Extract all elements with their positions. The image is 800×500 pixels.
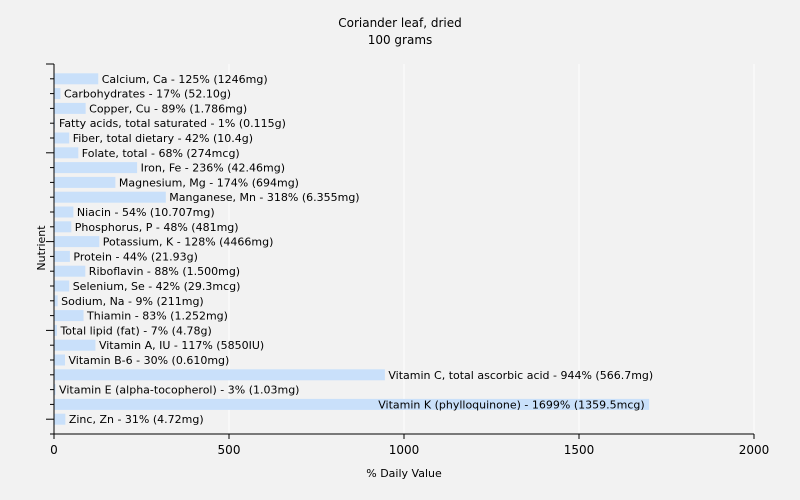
bar xyxy=(54,295,58,307)
bar xyxy=(54,250,70,262)
bar xyxy=(54,176,116,188)
bar xyxy=(54,384,56,396)
bar-label: Sodium, Na - 9% (211mg) xyxy=(61,295,204,308)
x-tick-label: 2000 xyxy=(739,443,770,457)
bar-label: Vitamin C, total ascorbic acid - 944% (5… xyxy=(388,369,653,382)
bar-label: Vitamin E (alpha-tocopherol) - 3% (1.03m… xyxy=(59,384,299,397)
bar xyxy=(54,88,61,100)
bar-label: Vitamin B-6 - 30% (0.610mg) xyxy=(69,354,230,367)
bar xyxy=(54,398,650,410)
bar-label: Total lipid (fat) - 7% (4.78g) xyxy=(59,324,211,337)
bar-label: Folate, total - 68% (274mcg) xyxy=(82,147,240,160)
chart-title: Coriander leaf, dried xyxy=(338,16,462,30)
bar xyxy=(54,221,72,233)
bar xyxy=(54,354,65,366)
bar xyxy=(54,339,96,351)
bar-label: Zinc, Zn - 31% (4.72mg) xyxy=(69,413,204,426)
bar xyxy=(54,147,79,159)
bar xyxy=(54,236,100,248)
x-tick-label: 500 xyxy=(218,443,241,457)
bar xyxy=(54,369,385,381)
bar xyxy=(54,162,138,174)
bar xyxy=(54,73,99,85)
bar-label: Copper, Cu - 89% (1.786mg) xyxy=(89,102,247,115)
bar-label: Potassium, K - 128% (4466mg) xyxy=(103,236,274,249)
bar-label: Iron, Fe - 236% (42.46mg) xyxy=(141,162,285,175)
bars xyxy=(54,73,650,425)
bar-label: Fiber, total dietary - 42% (10.4g) xyxy=(73,132,253,145)
bar xyxy=(54,206,74,218)
bar-labels: Calcium, Ca - 125% (1246mg) Carbohydrates… xyxy=(59,73,653,426)
bar xyxy=(54,280,70,292)
bar xyxy=(54,102,86,114)
chart-subtitle: 100 grams xyxy=(368,33,433,47)
bar xyxy=(54,132,70,144)
x-tick-label: 0 xyxy=(50,443,58,457)
bar-label: Riboflavin - 88% (1.500mg) xyxy=(89,265,240,278)
bar-label: Fatty acids, total saturated - 1% (0.115… xyxy=(59,117,286,130)
x-tick-label: 1500 xyxy=(564,443,595,457)
bar-label: Phosphorus, P - 48% (481mg) xyxy=(75,221,239,234)
bar-label: Thiamin - 83% (1.252mg) xyxy=(86,310,228,323)
bar-label: Carbohydrates - 17% (52.10g) xyxy=(64,88,231,101)
bar-label: Vitamin A, IU - 117% (5850IU) xyxy=(99,339,264,352)
bar-label: Manganese, Mn - 318% (6.355mg) xyxy=(169,191,359,204)
y-axis-title: Nutrient xyxy=(35,225,48,271)
bar-label: Niacin - 54% (10.707mg) xyxy=(77,206,215,219)
bar-label: Selenium, Se - 42% (29.3mcg) xyxy=(73,280,241,293)
bar xyxy=(54,413,66,425)
bar-label: Vitamin K (phylloquinone) - 1699% (1359.… xyxy=(378,398,644,411)
bar xyxy=(54,310,84,322)
bar xyxy=(54,191,166,203)
bar-label: Magnesium, Mg - 174% (694mg) xyxy=(119,176,299,189)
axes xyxy=(46,63,755,439)
x-tick-labels: 0 500 1000 1500 2000 xyxy=(50,443,769,457)
bar-label: Calcium, Ca - 125% (1246mg) xyxy=(102,73,268,86)
bar xyxy=(54,265,86,277)
bar-label: Protein - 44% (21.93g) xyxy=(73,250,198,263)
x-axis-title: % Daily Value xyxy=(366,467,442,480)
x-tick-label: 1000 xyxy=(389,443,420,457)
bar xyxy=(54,324,57,336)
